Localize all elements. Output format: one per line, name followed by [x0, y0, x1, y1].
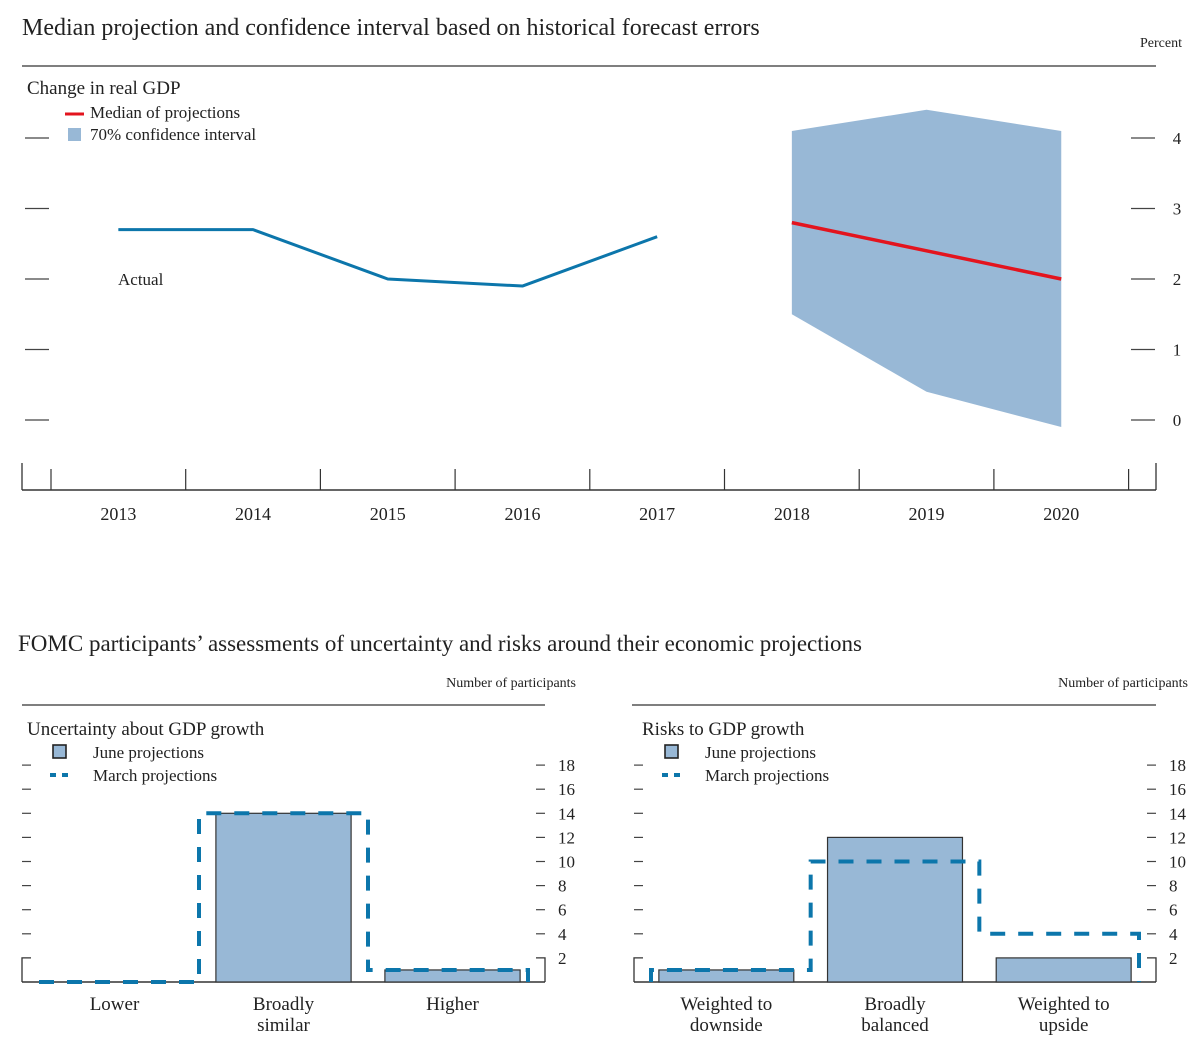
- y-tick-label: 4: [1169, 925, 1178, 944]
- x-tick-label: 2019: [909, 504, 945, 524]
- y-tick-label: 0: [1173, 411, 1182, 430]
- axis-left-bracket: [21, 957, 31, 982]
- march-step-outline: [649, 859, 1141, 982]
- x-category-label: balanced: [861, 1015, 929, 1036]
- y-tick-label: 6: [558, 901, 567, 920]
- x-tick-label: 2020: [1043, 504, 1079, 524]
- axis-left-bracket: [633, 957, 643, 982]
- axis-right-bracket: [536, 957, 546, 982]
- y-tick-label: 8: [558, 877, 567, 896]
- x-category-label: upside: [1039, 1015, 1089, 1036]
- top-chart-subtitle: Change in real GDP: [27, 78, 181, 99]
- x-category-label: Broadly: [864, 994, 926, 1015]
- y-tick-label: 3: [1173, 200, 1182, 219]
- y-tick-label: 8: [1169, 877, 1178, 896]
- june-bar: [826, 836, 964, 983]
- legend-june-label: June projections: [93, 743, 204, 762]
- june-bar: [995, 957, 1132, 983]
- legend-june-swatch: [664, 744, 679, 759]
- top-chart-title: Median projection and confidence interva…: [22, 15, 760, 41]
- right-unit-label: Number of participants: [1058, 676, 1188, 691]
- x-tick-label: 2013: [100, 504, 136, 524]
- x-category-label: Broadly: [253, 994, 315, 1015]
- y-tick-label: 14: [558, 804, 576, 823]
- y-tick-label: 16: [1169, 780, 1186, 799]
- x-tick-label: 2014: [235, 504, 271, 524]
- top-unit-label: Percent: [1140, 36, 1182, 51]
- x-tick-label: 2015: [370, 504, 406, 524]
- y-tick-label: 16: [558, 780, 575, 799]
- y-tick-label: 2: [1169, 949, 1178, 968]
- legend-band-swatch: [68, 128, 81, 141]
- right-chart-title: Risks to GDP growth: [642, 719, 805, 740]
- y-tick-label: 10: [558, 853, 575, 872]
- y-tick-label: 12: [558, 828, 575, 847]
- left-unit-label: Number of participants: [446, 676, 576, 691]
- actual-annotation: Actual: [118, 270, 164, 289]
- y-tick-label: 4: [1173, 129, 1182, 148]
- june-bar: [215, 812, 352, 983]
- x-category-label: similar: [257, 1015, 310, 1036]
- left-chart-title: Uncertainty about GDP growth: [27, 719, 265, 740]
- y-tick-label: 1: [1173, 341, 1182, 360]
- x-category-label: downside: [690, 1015, 763, 1036]
- legend-june-swatch: [52, 744, 67, 759]
- legend-march-label: March projections: [93, 766, 217, 785]
- y-tick-label: 10: [1169, 853, 1186, 872]
- y-tick-label: 6: [1169, 901, 1178, 920]
- x-category-label: Higher: [426, 994, 479, 1015]
- x-category-label: Lower: [90, 994, 140, 1015]
- left-legend: June projections March projections: [50, 743, 217, 785]
- march-step-outline: [39, 811, 530, 984]
- x-category-label: Weighted to: [1018, 994, 1110, 1015]
- right-legend: June projections March projections: [662, 743, 829, 785]
- legend-median-label: Median of projections: [90, 103, 240, 122]
- legend-june-label: June projections: [705, 743, 816, 762]
- top-legend: Median of projections 70% confidence int…: [65, 103, 256, 144]
- x-category-label: Weighted to: [680, 994, 772, 1015]
- legend-band-label: 70% confidence interval: [90, 125, 256, 144]
- y-tick-label: 18: [1169, 756, 1186, 775]
- actual-line: [118, 228, 658, 288]
- y-tick-label: 4: [558, 925, 567, 944]
- axis-right-bracket: [1147, 957, 1157, 982]
- y-tick-label: 18: [558, 756, 575, 775]
- y-tick-label: 12: [1169, 828, 1186, 847]
- x-tick-label: 2018: [774, 504, 810, 524]
- y-tick-label: 14: [1169, 804, 1187, 823]
- y-tick-label: 2: [558, 949, 567, 968]
- y-tick-label: 2: [1173, 270, 1182, 289]
- x-tick-label: 2016: [504, 504, 540, 524]
- section-title: FOMC participants’ assessments of uncert…: [18, 631, 862, 656]
- confidence-interval-band: [791, 109, 1062, 428]
- x-tick-label: 2017: [639, 504, 675, 524]
- top-chart-plot: 2013 2014 2015 2016 2017 2018 2019 2020 0 1 2 3 4 Act…: [21, 109, 1182, 524]
- legend-march-label: March projections: [705, 766, 829, 785]
